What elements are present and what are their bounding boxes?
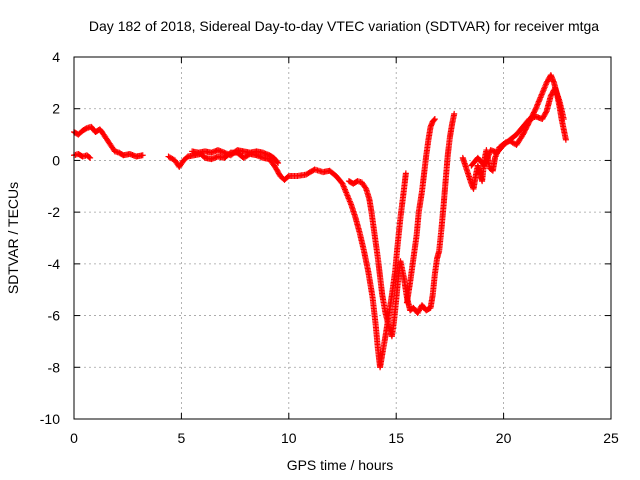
- plot-area: [71, 72, 569, 371]
- series-track-a: [71, 123, 146, 160]
- x-tick-label: 10: [281, 430, 297, 446]
- y-tick-label: 0: [52, 152, 60, 168]
- data-point: [532, 107, 539, 114]
- series-track-e: [345, 110, 458, 340]
- chart-title: Day 182 of 2018, Sidereal Day-to-day VTE…: [89, 18, 599, 34]
- y-tick-label: -8: [48, 359, 61, 375]
- data-point: [86, 153, 93, 160]
- y-tick-label: -6: [48, 308, 61, 324]
- x-tick-label: 20: [496, 430, 512, 446]
- data-point: [274, 158, 281, 165]
- x-tick-label: 15: [388, 430, 404, 446]
- x-tick-label: 5: [178, 430, 186, 446]
- data-point: [402, 170, 409, 177]
- data-point: [362, 184, 369, 191]
- y-axis-tick-labels: -10 -8 -6 -4 -2 0 2 4: [40, 49, 60, 427]
- data-point: [560, 116, 567, 123]
- x-axis-title: GPS time / hours: [287, 457, 394, 473]
- series-track-c: [165, 149, 409, 371]
- data-point: [87, 154, 94, 161]
- series-track-h: [468, 85, 567, 169]
- y-tick-label: -10: [40, 411, 60, 427]
- data-point: [275, 160, 282, 167]
- axis-ticks: [73, 56, 612, 420]
- y-tick-label: -2: [48, 204, 61, 220]
- x-tick-label: 25: [603, 430, 619, 446]
- y-tick-label: 2: [52, 101, 60, 117]
- data-point: [431, 116, 438, 123]
- data-point: [451, 110, 458, 117]
- data-point: [139, 152, 146, 159]
- y-tick-label: 4: [52, 49, 60, 65]
- grid: [74, 57, 611, 419]
- x-tick-label: 0: [70, 430, 78, 446]
- y-axis-title: SDTVAR / TECUs: [5, 182, 21, 294]
- x-axis-tick-labels: 0 5 10 15 20 25: [70, 430, 619, 446]
- series-track-f: [403, 116, 438, 306]
- series-track-d: [189, 147, 282, 167]
- y-tick-label: -4: [48, 256, 61, 272]
- data-point: [431, 116, 438, 123]
- data-point: [542, 109, 549, 116]
- data-point: [562, 136, 569, 143]
- plot-frame: [73, 56, 612, 420]
